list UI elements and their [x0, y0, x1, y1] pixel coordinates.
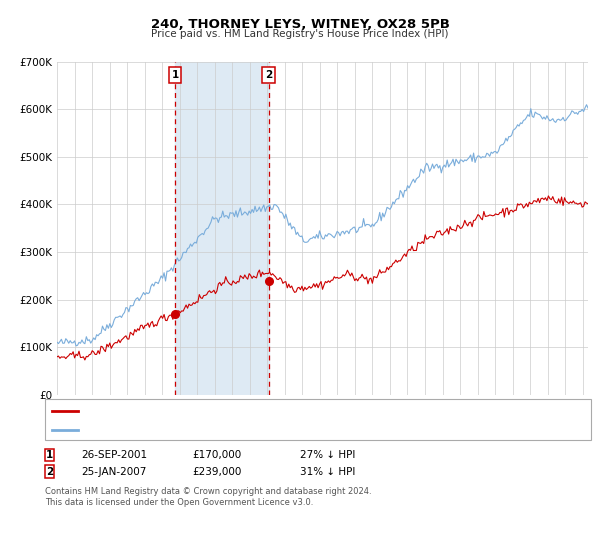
Text: HPI: Average price, detached house, West Oxfordshire: HPI: Average price, detached house, West… [82, 424, 352, 435]
Text: 26-SEP-2001: 26-SEP-2001 [81, 450, 147, 460]
Text: 1: 1 [46, 450, 53, 460]
Text: 31% ↓ HPI: 31% ↓ HPI [300, 466, 355, 477]
Text: Price paid vs. HM Land Registry's House Price Index (HPI): Price paid vs. HM Land Registry's House … [151, 29, 449, 39]
Text: 240, THORNEY LEYS, WITNEY, OX28 5PB: 240, THORNEY LEYS, WITNEY, OX28 5PB [151, 18, 449, 31]
Text: 25-JAN-2007: 25-JAN-2007 [81, 466, 146, 477]
Text: This data is licensed under the Open Government Licence v3.0.: This data is licensed under the Open Gov… [45, 498, 313, 507]
Text: 27% ↓ HPI: 27% ↓ HPI [300, 450, 355, 460]
Text: 2: 2 [46, 466, 53, 477]
Text: £170,000: £170,000 [192, 450, 241, 460]
Text: £239,000: £239,000 [192, 466, 241, 477]
Text: Contains HM Land Registry data © Crown copyright and database right 2024.: Contains HM Land Registry data © Crown c… [45, 487, 371, 496]
Text: 1: 1 [172, 70, 179, 80]
Text: 2: 2 [265, 70, 272, 80]
Bar [175, 62, 269, 395]
Text: 240, THORNEY LEYS, WITNEY, OX28 5PB (detached house): 240, THORNEY LEYS, WITNEY, OX28 5PB (det… [82, 405, 373, 416]
